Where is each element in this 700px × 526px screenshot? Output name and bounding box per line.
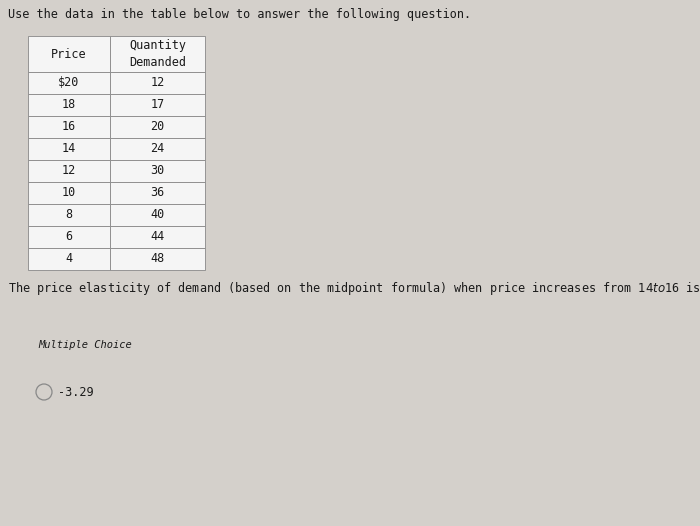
Bar: [28, 182, 110, 204]
Bar: [28, 138, 110, 160]
Bar: [110, 182, 205, 204]
Text: -3.29: -3.29: [58, 386, 94, 399]
Text: 18: 18: [62, 98, 76, 112]
Text: 30: 30: [150, 165, 164, 177]
Text: Multiple Choice: Multiple Choice: [38, 340, 132, 350]
Bar: [28, 226, 110, 248]
Bar: [110, 36, 205, 72]
Text: 24: 24: [150, 143, 164, 156]
Bar: [28, 204, 110, 226]
Text: Quantity
Demanded: Quantity Demanded: [129, 39, 186, 68]
Text: 36: 36: [150, 187, 164, 199]
Bar: [28, 94, 110, 116]
Text: 17: 17: [150, 98, 164, 112]
Bar: [110, 116, 205, 138]
Text: 16: 16: [62, 120, 76, 134]
Text: 6: 6: [65, 230, 73, 244]
Text: Price: Price: [51, 47, 87, 60]
Text: 12: 12: [150, 76, 164, 89]
Bar: [28, 248, 110, 270]
Text: 4: 4: [65, 252, 73, 266]
Bar: [110, 204, 205, 226]
Bar: [110, 248, 205, 270]
Text: Use the data in the table below to answer the following question.: Use the data in the table below to answe…: [8, 8, 471, 21]
Bar: [28, 116, 110, 138]
Bar: [28, 72, 110, 94]
Bar: [110, 94, 205, 116]
Text: The price elasticity of demand (based on the midpoint formula) when price increa: The price elasticity of demand (based on…: [8, 280, 700, 297]
Text: 8: 8: [65, 208, 73, 221]
Bar: [28, 36, 110, 72]
Text: $20: $20: [58, 76, 80, 89]
Text: 48: 48: [150, 252, 164, 266]
Text: 12: 12: [62, 165, 76, 177]
Text: 14: 14: [62, 143, 76, 156]
Text: 20: 20: [150, 120, 164, 134]
Bar: [110, 226, 205, 248]
Bar: [110, 160, 205, 182]
Text: 40: 40: [150, 208, 164, 221]
Text: 10: 10: [62, 187, 76, 199]
Bar: [110, 138, 205, 160]
Bar: [28, 160, 110, 182]
Bar: [110, 72, 205, 94]
Text: 44: 44: [150, 230, 164, 244]
